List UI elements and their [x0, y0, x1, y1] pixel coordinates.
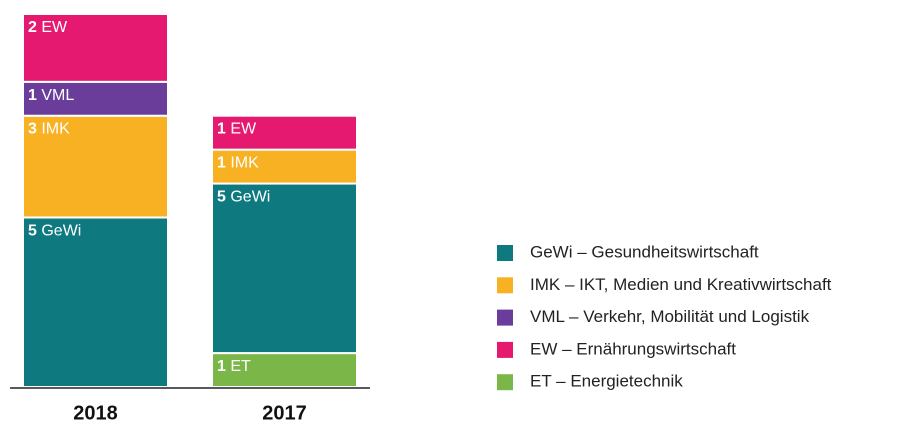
data-label-name: ET — [230, 358, 251, 375]
data-label-value: 1 — [217, 121, 226, 138]
bar-segment — [22, 216, 169, 388]
data-label-value: 5 — [217, 189, 226, 206]
data-label: 2 EW — [28, 19, 68, 36]
legend-swatch — [497, 309, 513, 326]
legend-label: IMK – IKT, Medien und Kreativwirtschaft — [530, 275, 832, 294]
data-label: 3 IMK — [28, 121, 70, 138]
legend-swatch — [497, 341, 513, 358]
legend-label: GeWi – Gesundheitswirtschaft — [530, 242, 759, 261]
data-label: 1 VML — [28, 87, 74, 104]
data-label-name: GeWi — [230, 189, 270, 206]
x-tick-label: 2018 — [73, 402, 118, 424]
bar-segment — [22, 114, 169, 219]
bar-segment — [211, 114, 358, 151]
data-label-name: EW — [41, 19, 68, 36]
data-label-name: IMK — [230, 155, 259, 172]
bar-segment — [211, 182, 358, 355]
bar-segment — [211, 352, 358, 389]
data-label-value: 3 — [28, 121, 37, 138]
bar-segment — [22, 80, 169, 117]
bar-segment — [22, 13, 169, 83]
data-label: 1 IMK — [217, 155, 259, 172]
legend-label: ET – Energietechnik — [530, 372, 683, 391]
legend-label: VML – Verkehr, Mobilität und Logistik — [530, 307, 810, 326]
data-label: 1 ET — [217, 358, 251, 375]
legend-label: EW – Ernährungswirtschaft — [530, 339, 736, 358]
data-label-name: VML — [41, 87, 74, 104]
data-label: 1 EW — [217, 121, 257, 138]
data-label-value: 1 — [217, 358, 226, 375]
data-label: 5 GeWi — [28, 223, 81, 240]
data-label-name: EW — [230, 121, 257, 138]
data-label: 5 GeWi — [217, 189, 270, 206]
data-label-value: 1 — [217, 155, 226, 172]
data-label-name: GeWi — [41, 223, 81, 240]
data-label-name: IMK — [41, 121, 70, 138]
legend-swatch — [497, 374, 513, 391]
data-label-value: 5 — [28, 223, 37, 240]
x-tick-label: 2017 — [262, 402, 307, 424]
data-label-value: 1 — [28, 87, 37, 104]
data-label-value: 2 — [28, 19, 37, 36]
legend-swatch — [497, 245, 513, 261]
legend-swatch — [497, 277, 513, 294]
